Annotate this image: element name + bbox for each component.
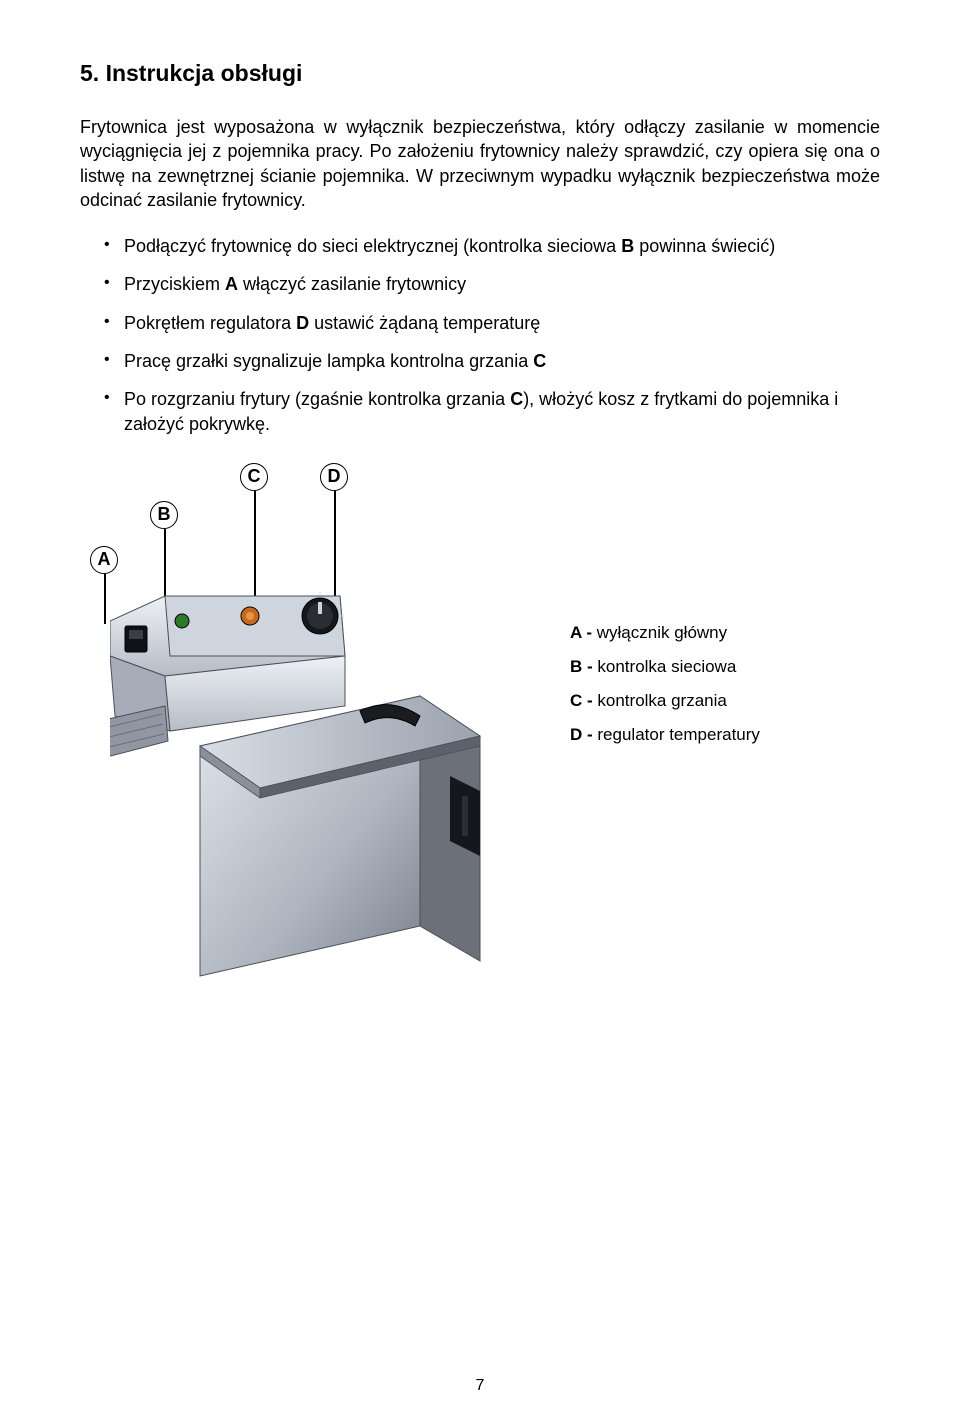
legend-row: C - kontrolka grzania — [570, 684, 760, 718]
text: Pracę grzałki sygnalizuje lampka kontrol… — [124, 351, 533, 371]
callout-b: B — [150, 501, 178, 529]
bold-ref: C — [510, 389, 523, 409]
legend-row: D - regulator temperatury — [570, 718, 760, 752]
list-item: Przyciskiem A włączyć zasilanie frytowni… — [104, 272, 880, 296]
legend-key: A - — [570, 623, 592, 642]
bold-ref: A — [225, 274, 238, 294]
text: Po rozgrzaniu frytury (zgaśnie kontrolka… — [124, 389, 510, 409]
fryer-illustration — [110, 566, 510, 1006]
legend-text: kontrolka sieciowa — [593, 657, 737, 676]
figure-area: A B C D — [80, 456, 880, 1016]
legend-text: regulator temperatury — [593, 725, 760, 744]
list-item: Podłączyć frytownicę do sieci elektryczn… — [104, 234, 880, 258]
legend: A - wyłącznik główny B - kontrolka sieci… — [570, 616, 760, 752]
legend-row: A - wyłącznik główny — [570, 616, 760, 650]
legend-key: C - — [570, 691, 593, 710]
callout-c: C — [240, 463, 268, 491]
legend-row: B - kontrolka sieciowa — [570, 650, 760, 684]
list-item: Pracę grzałki sygnalizuje lampka kontrol… — [104, 349, 880, 373]
text: ustawić żądaną temperaturę — [309, 313, 540, 333]
text: Pokrętłem regulatora — [124, 313, 296, 333]
list-item: Pokrętłem regulatora D ustawić żądaną te… — [104, 311, 880, 335]
list-item: Po rozgrzaniu frytury (zgaśnie kontrolka… — [104, 387, 880, 436]
text: powinna świecić) — [634, 236, 775, 256]
text: Podłączyć frytownicę do sieci elektryczn… — [124, 236, 621, 256]
page-number: 7 — [0, 1377, 960, 1395]
text: Przyciskiem — [124, 274, 225, 294]
legend-key: B - — [570, 657, 593, 676]
instruction-list: Podłączyć frytownicę do sieci elektryczn… — [80, 234, 880, 436]
legend-text: kontrolka grzania — [593, 691, 727, 710]
callout-line — [104, 574, 106, 624]
bold-ref: B — [621, 236, 634, 256]
bold-ref: D — [296, 313, 309, 333]
legend-text: wyłącznik główny — [592, 623, 727, 642]
legend-key: D - — [570, 725, 593, 744]
section-heading: 5. Instrukcja obsługi — [80, 60, 880, 87]
bold-ref: C — [533, 351, 546, 371]
text: włączyć zasilanie frytownicy — [238, 274, 466, 294]
callout-d: D — [320, 463, 348, 491]
intro-paragraph: Frytownica jest wyposażona w wyłącznik b… — [80, 115, 880, 212]
